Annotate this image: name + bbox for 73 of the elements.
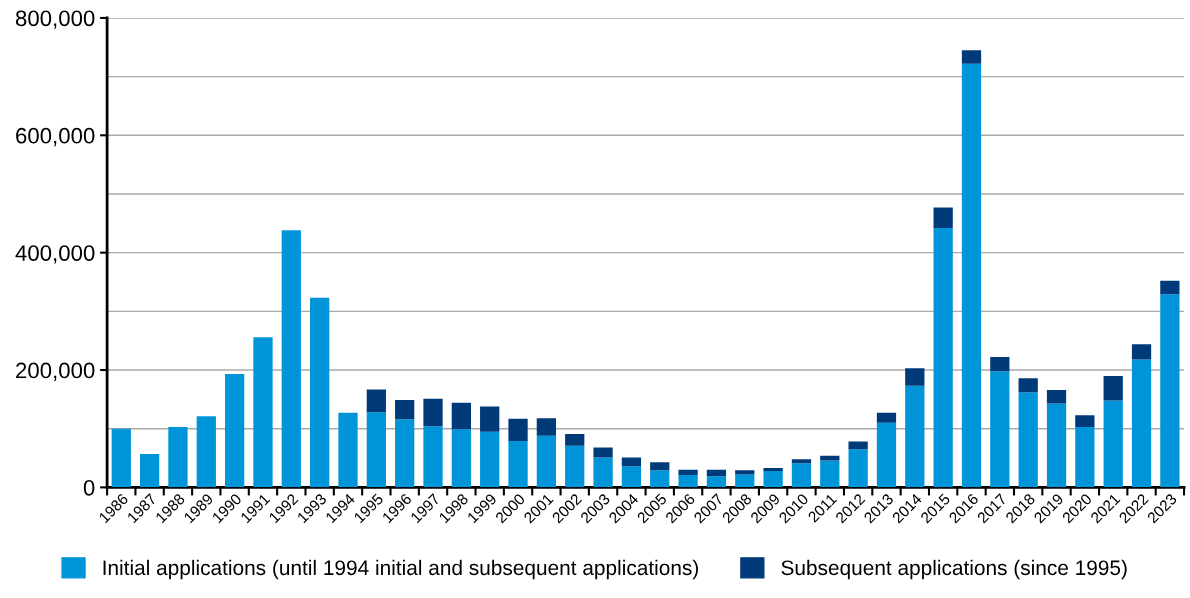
bar bbox=[480, 431, 500, 488]
legend-label: Initial applications (until 1994 initial and subsequent applications) bbox=[103, 559, 698, 580]
bar bbox=[310, 297, 330, 488]
bar bbox=[395, 419, 415, 488]
bar bbox=[905, 368, 925, 386]
bar bbox=[1046, 403, 1067, 488]
bar bbox=[1103, 400, 1123, 488]
bar bbox=[820, 460, 840, 488]
bar bbox=[536, 418, 557, 436]
bar bbox=[763, 470, 783, 488]
bar bbox=[281, 230, 301, 488]
legend-label: Subsequent applications (since 1995) bbox=[781, 559, 1127, 580]
bar bbox=[139, 453, 160, 488]
bar bbox=[706, 476, 727, 488]
bar bbox=[791, 459, 812, 464]
bar bbox=[1131, 344, 1152, 360]
bar bbox=[1018, 378, 1038, 393]
bar bbox=[1103, 375, 1123, 401]
bar bbox=[961, 63, 982, 488]
bar bbox=[366, 412, 386, 488]
bar bbox=[735, 470, 755, 475]
bar bbox=[650, 470, 670, 488]
bar bbox=[508, 441, 528, 488]
bar bbox=[253, 337, 273, 488]
bar bbox=[905, 385, 925, 488]
bar bbox=[451, 402, 471, 430]
bar bbox=[451, 429, 471, 488]
bar bbox=[990, 371, 1010, 488]
bar bbox=[480, 406, 500, 432]
bar bbox=[196, 416, 216, 488]
bar bbox=[735, 474, 755, 488]
bar bbox=[1018, 392, 1038, 488]
bar bbox=[848, 449, 868, 488]
bar bbox=[366, 389, 386, 413]
y-tick-label: 600,000 bbox=[16, 127, 95, 147]
bar bbox=[990, 357, 1010, 372]
bar bbox=[678, 475, 698, 488]
bar bbox=[961, 50, 982, 64]
bar bbox=[1075, 426, 1095, 488]
bar bbox=[621, 457, 642, 467]
bar bbox=[395, 399, 415, 420]
bar bbox=[1046, 389, 1067, 404]
bar bbox=[423, 426, 443, 488]
bar bbox=[565, 433, 585, 446]
bar bbox=[791, 463, 812, 488]
bar bbox=[933, 207, 953, 229]
bar bbox=[650, 462, 670, 471]
bar bbox=[763, 468, 783, 471]
bar bbox=[933, 228, 953, 488]
y-tick-label: 0 bbox=[83, 479, 95, 496]
y-tick-label: 800,000 bbox=[15, 10, 95, 29]
bar bbox=[565, 445, 585, 488]
bar bbox=[536, 435, 557, 488]
y-tick-label: 200,000 bbox=[16, 362, 95, 381]
bar bbox=[338, 412, 358, 488]
bar bbox=[593, 457, 613, 488]
bar bbox=[678, 469, 698, 476]
bar bbox=[168, 426, 188, 488]
bar bbox=[1160, 294, 1180, 488]
bar bbox=[111, 428, 131, 488]
bar bbox=[876, 412, 897, 423]
bar bbox=[1160, 280, 1180, 295]
bar bbox=[1075, 415, 1095, 427]
bar bbox=[225, 374, 245, 488]
bar bbox=[508, 418, 528, 442]
bar bbox=[1131, 359, 1152, 488]
bar bbox=[706, 469, 727, 477]
bar bbox=[423, 398, 443, 427]
bar bbox=[593, 447, 613, 458]
bar bbox=[876, 422, 897, 488]
bar bbox=[621, 466, 642, 488]
bar bbox=[848, 441, 868, 450]
y-tick-label: 400,000 bbox=[15, 245, 95, 264]
